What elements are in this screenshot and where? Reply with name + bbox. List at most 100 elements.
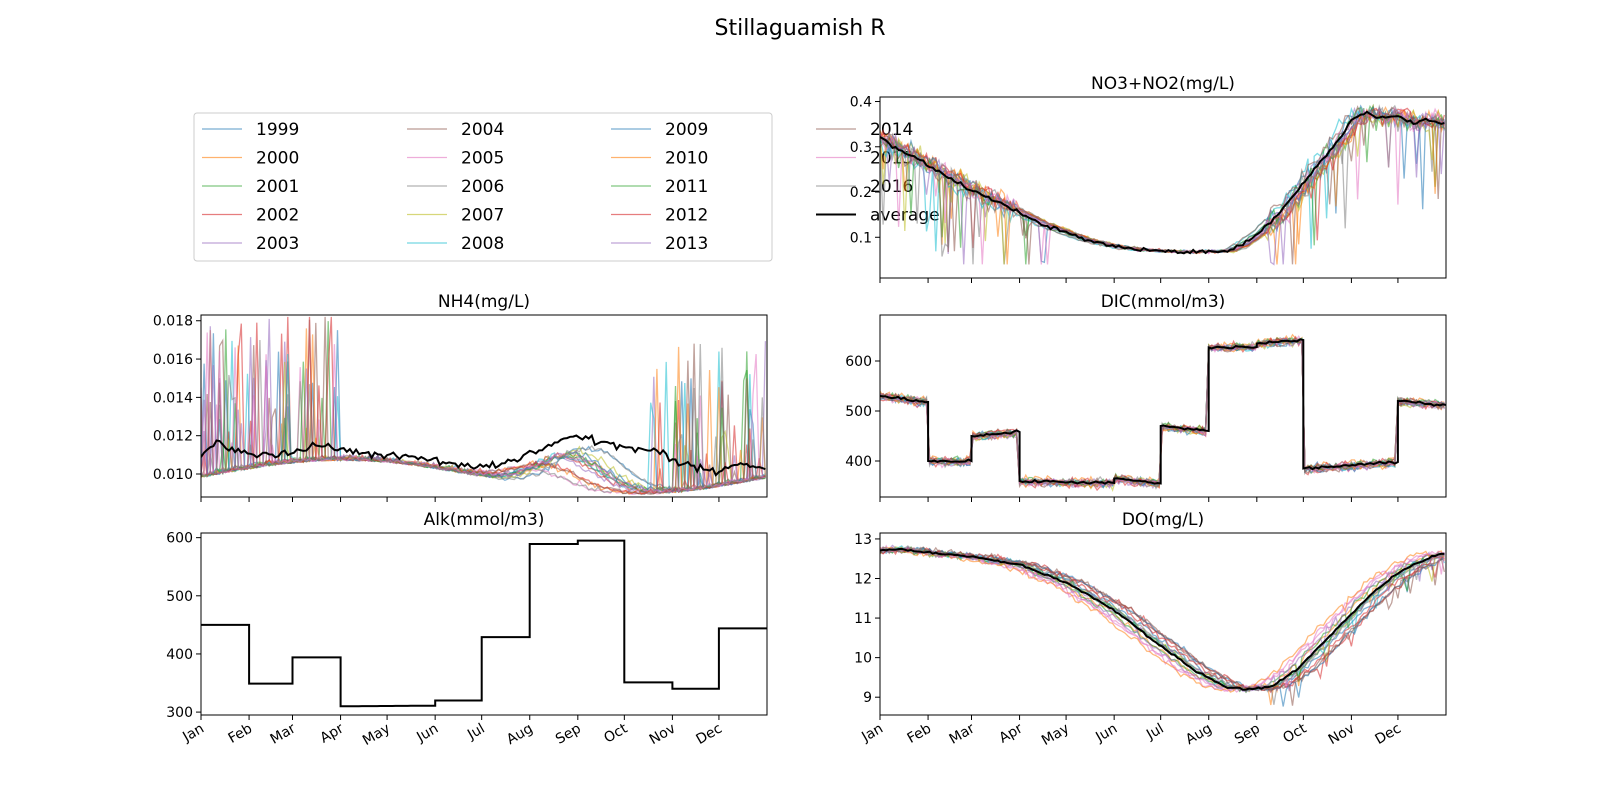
- x-tick-label: Feb: [905, 721, 935, 747]
- x-tick-label: Sep: [553, 721, 584, 748]
- series-group-nh4: [201, 316, 767, 496]
- y-tick-label: 0.010: [153, 467, 193, 483]
- y-tick-label: 0.018: [153, 314, 193, 330]
- average-line: [880, 338, 1446, 485]
- axes-frame-no3: [879, 96, 1447, 279]
- legend-item: 2003: [202, 234, 299, 254]
- y-tick-label: 0.2: [850, 185, 872, 201]
- x-tick-label: Nov: [647, 721, 679, 749]
- legend-label: 2010: [665, 149, 708, 169]
- panel-alk: Alk(mmol/m3) 300 400 500 600 Jan Feb Mar Apr May J…: [166, 510, 768, 749]
- panel-no3: NO3+NO2(mg/L) 0.1 0.2 0.3 0.4: [850, 74, 1447, 283]
- y-tick-label: 500: [845, 404, 872, 420]
- legend-frame: [193, 112, 773, 262]
- legend-item: 2000: [202, 149, 299, 169]
- y-tick-label: 0.014: [153, 390, 193, 406]
- panel-title-no3: NO3+NO2(mg/L): [1091, 74, 1235, 94]
- x-tick-label: Apr: [318, 720, 347, 746]
- axes-frame-alk: [200, 532, 768, 716]
- legend-label: 2002: [256, 206, 299, 226]
- y-tick-label: 9: [863, 690, 872, 706]
- legend-label: 2007: [461, 206, 504, 226]
- series-group-alk: [201, 539, 767, 708]
- legend-label: 2003: [256, 234, 299, 254]
- x-tick-label: Dec: [1372, 721, 1403, 748]
- x-tick-label: Aug: [504, 721, 536, 749]
- x-tick-label: Jan: [858, 721, 886, 746]
- legend-label: 2004: [461, 120, 504, 140]
- y-tick-label: 400: [166, 647, 193, 663]
- legend-item: 2012: [611, 206, 708, 226]
- axes-frame-dic: [879, 314, 1447, 498]
- x-tick-label: Feb: [226, 721, 256, 747]
- x-tick-label: Nov: [1326, 721, 1358, 749]
- legend-label: 2013: [665, 234, 708, 254]
- series-line-2009: [880, 546, 1445, 707]
- y-tick-label: 12: [854, 572, 872, 588]
- series-line-2012: [880, 546, 1445, 691]
- panel-do: DO(mg/L) 9 10 11 12 13 Jan Feb Mar Apr May Jun Jul Au…: [854, 510, 1447, 749]
- average-line: [201, 433, 766, 477]
- y-tick-label: 500: [166, 589, 193, 605]
- axes-frame-do: [879, 532, 1447, 716]
- series-group-do: [880, 544, 1446, 707]
- x-tick-label: Sep: [1232, 721, 1263, 748]
- panel-nh4: NH4(mg/L) 0.010 0.012 0.014 0.016 0.018: [153, 292, 768, 502]
- legend-item: 2011: [611, 177, 708, 197]
- legend-item: 2004: [407, 120, 504, 140]
- series-line-2010: [880, 547, 1445, 693]
- y-tick-label: 0.1: [850, 230, 872, 246]
- series-line-2015: [880, 544, 1446, 693]
- x-tick-label: Jul: [1143, 721, 1167, 744]
- y-tick-label: 0.012: [153, 429, 193, 445]
- series-group-dic: [880, 333, 1446, 492]
- legend-label: 2006: [461, 177, 504, 197]
- y-tick-label: 400: [845, 454, 872, 470]
- legend-item: 2008: [407, 234, 504, 254]
- x-tick-label: Jan: [179, 721, 207, 746]
- y-tick-label: 11: [854, 611, 872, 627]
- legend-item: 2007: [407, 206, 504, 226]
- x-tick-label: Dec: [693, 721, 724, 748]
- legend-item: 2005: [407, 149, 504, 169]
- x-tick-label: Oct: [601, 720, 630, 746]
- legend-item: 1999: [202, 120, 299, 140]
- series-line-2016: [201, 339, 767, 492]
- legend-item: 2013: [611, 234, 708, 254]
- legend-label: 2005: [461, 149, 504, 169]
- y-tick-label: 13: [854, 532, 872, 548]
- legend-label: 2012: [665, 206, 708, 226]
- panel-dic: DIC(mmol/m3) 400 500 600: [845, 292, 1447, 502]
- legend-label: 1999: [256, 120, 299, 140]
- x-tick-label: Oct: [1280, 720, 1309, 746]
- legend-label: 2009: [665, 120, 708, 140]
- legend-item: 2014: [816, 120, 913, 140]
- x-tick-label: May: [1039, 721, 1072, 749]
- legend-item: 2002: [202, 206, 299, 226]
- axes-frame-nh4: [200, 314, 768, 498]
- panel-title-dic: DIC(mmol/m3): [1101, 292, 1226, 312]
- panel-title-alk: Alk(mmol/m3): [424, 510, 545, 530]
- y-tick-label: 0.016: [153, 352, 193, 368]
- series-line-2016: [880, 338, 1445, 490]
- panel-title-nh4: NH4(mg/L): [438, 292, 530, 312]
- legend-item: 2001: [202, 177, 299, 197]
- x-tick-label: Jun: [1092, 721, 1120, 746]
- series-line-2014: [880, 546, 1445, 706]
- x-tick-label: Mar: [268, 720, 299, 747]
- x-tick-label: May: [360, 721, 393, 749]
- y-tick-label: 0.3: [850, 140, 872, 156]
- y-tick-label: 600: [166, 531, 193, 547]
- average-line: [880, 110, 1445, 255]
- average-line: [201, 539, 767, 708]
- x-tick-label: Jun: [413, 721, 441, 746]
- legend-label: 2000: [256, 149, 299, 169]
- y-tick-label: 10: [854, 651, 872, 667]
- legend-label: 2011: [665, 177, 708, 197]
- legend-label: 2008: [461, 234, 504, 254]
- x-tick-label: Aug: [1183, 721, 1215, 749]
- legend-item: 2006: [407, 177, 504, 197]
- x-tick-label: Mar: [947, 720, 978, 747]
- legend-item: 2009: [611, 120, 708, 140]
